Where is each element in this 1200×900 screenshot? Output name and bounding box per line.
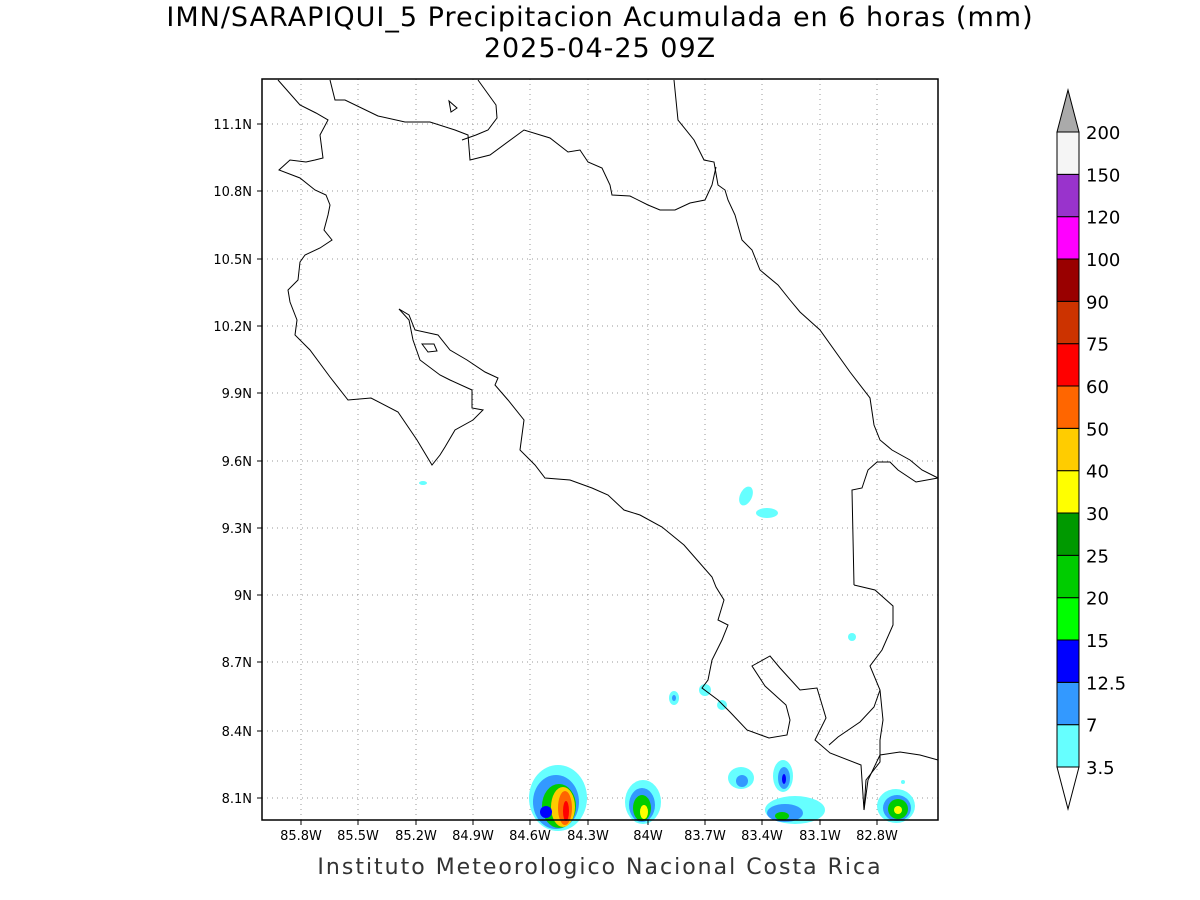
x-tick-label: 83.4W: [741, 829, 783, 844]
chart-title: IMN/SARAPIQUI_5 Precipitacion Acumulada …: [0, 2, 1200, 64]
y-tick-label: 8.4N: [222, 725, 252, 740]
y-tick-label: 10.5N: [213, 253, 252, 268]
colorbar-swatch: [1056, 681, 1080, 726]
colorbar-label: 20: [1086, 589, 1109, 610]
lake-nicaragua-shore: [461, 79, 498, 141]
pacific-coastline: [277, 79, 485, 466]
x-tick-label: 84.3W: [567, 829, 609, 844]
x-tick-label: 85.5W: [337, 829, 379, 844]
precip-cell: [739, 486, 753, 506]
colorbar-swatch: [1056, 216, 1080, 260]
colorbar-label: 25: [1086, 546, 1109, 567]
colorbar-swatch: [1056, 512, 1080, 556]
y-tick-label: 9.6N: [222, 455, 252, 470]
precip-cell: [894, 806, 902, 814]
colorbar-legend: 3.5 7 12.5 15 20 25 30 40 50 60 75 90 100 120 150 200: [1056, 88, 1126, 811]
caribbean-coastline: [673, 79, 939, 479]
y-tick-label: 8.1N: [222, 792, 252, 807]
y-tick-label: 9N: [234, 589, 252, 604]
precip-cell: [782, 774, 786, 784]
precip-cell: [848, 633, 856, 641]
y-tick-label: 9.3N: [222, 522, 252, 537]
x-tick-label: 84.9W: [452, 829, 494, 844]
colorbar-label: 90: [1086, 292, 1109, 313]
precip-cell: [563, 801, 569, 821]
gulf-island: [421, 343, 438, 353]
precipitation-layer: [419, 481, 915, 831]
y-tick-label: 8.7N: [222, 656, 252, 671]
precip-cell: [540, 806, 552, 818]
colorbar-swatch: [1056, 131, 1080, 175]
longitude-axis: 85.8W 85.5W 85.2W 84.9W 84.6W 84.3W 84W 83.7W 83…: [280, 820, 898, 844]
precip-cell: [419, 481, 427, 485]
colorbar-swatch: [1056, 597, 1080, 641]
colorbar-label: 7: [1086, 716, 1097, 737]
colorbar-swatch: [1056, 173, 1080, 218]
map-grid: [262, 79, 938, 820]
colorbar-label: 120: [1086, 208, 1120, 229]
colorbar-label: 50: [1086, 419, 1109, 440]
colorbar-swatch: [1056, 300, 1080, 345]
lake-island: [448, 99, 458, 113]
x-tick-label: 85.2W: [395, 829, 437, 844]
colorbar-swatch: [1056, 724, 1080, 768]
map-frame: [261, 78, 939, 821]
y-tick-label: 11.1N: [213, 118, 252, 133]
nicaragua-lake-shore: [329, 79, 717, 211]
colorbar-label: 30: [1086, 504, 1109, 525]
colorbar-label: 100: [1086, 250, 1120, 271]
precip-cell: [717, 700, 727, 710]
x-tick-label: 82.8W: [856, 829, 898, 844]
caribbean-coastline: [851, 461, 939, 586]
colorbar-swatch: [1056, 470, 1080, 514]
y-tick-label: 10.2N: [213, 320, 252, 335]
colorbar-swatch: [1056, 385, 1080, 429]
coastline-layer: [277, 79, 939, 811]
footer-credit: Instituto Meteorologico Nacional Costa R…: [317, 855, 883, 880]
colorbar-label: 15: [1086, 631, 1109, 652]
colorbar-swatch: [1056, 343, 1080, 387]
colorbar-label: 3.5: [1086, 758, 1115, 779]
colorbar-swatch: [1056, 258, 1080, 302]
x-tick-label: 84W: [633, 829, 663, 844]
precip-cell: [640, 805, 648, 819]
latitude-axis: 11.1N 10.8N 10.5N 10.2N 9.9N 9.6N 9.3N 9N 8.7N 8.…: [213, 118, 262, 807]
colorbar-label: 75: [1086, 335, 1109, 356]
colorbar-label: 200: [1086, 123, 1120, 144]
colorbar-label: 40: [1086, 462, 1109, 483]
title-line-main: IMN/SARAPIQUI_5 Precipitacion Acumulada …: [166, 2, 1034, 33]
colorbar-swatch: [1056, 554, 1080, 599]
precip-cell: [756, 508, 778, 518]
x-tick-label: 83.1W: [799, 829, 841, 844]
precip-cell: [736, 775, 748, 787]
colorbar-label: 12.5: [1086, 673, 1126, 694]
colorbar-label: 60: [1086, 377, 1109, 398]
x-tick-label: 84.6W: [509, 829, 551, 844]
y-tick-label: 9.9N: [222, 387, 252, 402]
precip-cell: [775, 812, 789, 820]
y-tick-label: 10.8N: [213, 185, 252, 200]
title-line-date: 2025-04-25 09Z: [483, 33, 717, 64]
panama-coastline: [863, 751, 939, 811]
x-tick-label: 85.8W: [280, 829, 322, 844]
precip-cell: [901, 780, 905, 784]
colorbar-swatch: [1056, 427, 1080, 472]
colorbar-top-arrow: [1056, 88, 1080, 133]
colorbar-label: 150: [1086, 165, 1120, 186]
pacific-coastline: [828, 689, 881, 746]
colorbar-swatch: [1056, 639, 1080, 683]
x-tick-label: 83.7W: [684, 829, 726, 844]
colorbar-bottom-arrow: [1056, 766, 1080, 811]
precip-cell: [672, 695, 676, 701]
